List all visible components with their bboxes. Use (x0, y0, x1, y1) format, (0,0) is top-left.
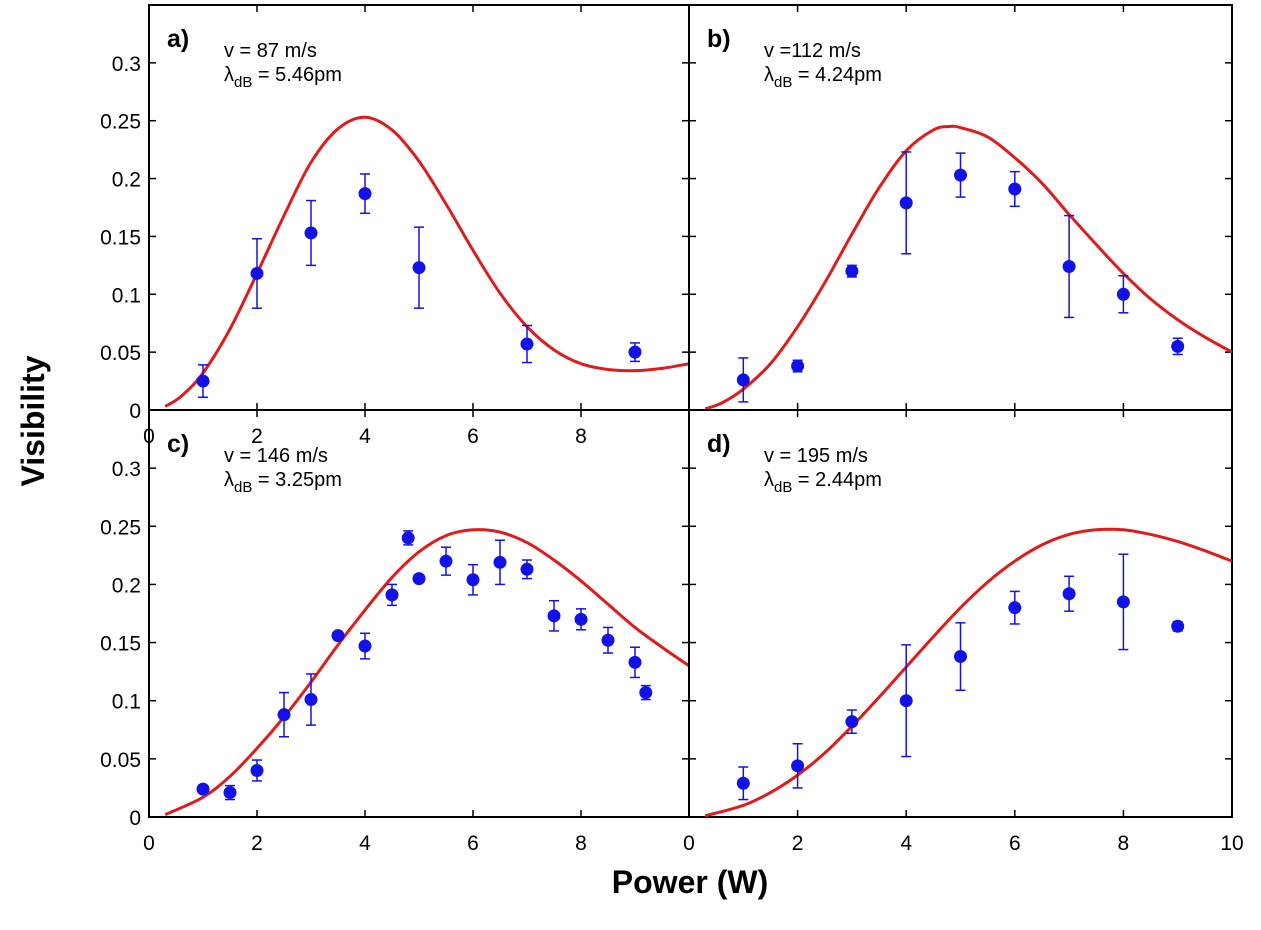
panel-c-y-tick-label: 0 (129, 807, 141, 830)
panel-c-data-point (331, 629, 345, 643)
panel-c-x-tick-label: 6 (467, 832, 479, 855)
panel-c-x-tick-label: 4 (359, 832, 371, 855)
panel-c-fit-curve (164, 528, 690, 817)
panel-d-data-point (1116, 595, 1130, 609)
panel-a-y-tick-label: 0.05 (100, 342, 141, 365)
panel-d-fit-curve (704, 527, 1233, 818)
panel-c-data-point (547, 609, 561, 623)
panel-c-label: c) (167, 430, 189, 458)
panel-d-data-point (1008, 601, 1022, 615)
panel-a-data-point (358, 187, 372, 201)
panel-d-x-tick-label: 10 (1220, 832, 1243, 855)
panel-c-y-tick-label: 0.2 (112, 574, 141, 597)
panel-b-wavelength: λdB = 4.24pm (764, 64, 882, 91)
panel-d-data-point (791, 759, 805, 773)
panel-c-data-point (250, 763, 264, 777)
panel-d-data-point (954, 650, 967, 664)
panel-a-data-point (520, 337, 534, 351)
panel-d-x-tick-label: 2 (792, 832, 804, 855)
panel-c-data-point (439, 554, 453, 568)
panel-c-y-tick-label: 0.15 (100, 633, 141, 656)
panel-c-y-tick-label: 0.05 (100, 749, 141, 772)
panel-c-data-point (304, 693, 318, 707)
panel-d-wavelength: λdB = 2.44pm (764, 469, 882, 496)
panel-a-fit-curve (164, 115, 690, 408)
panel-b-data-point (736, 373, 750, 387)
panel-a-y-tick-label: 0.2 (112, 169, 141, 192)
panel-c-data-point (223, 786, 237, 800)
panel-d-data-point (736, 776, 750, 790)
panel-d-label: d) (707, 430, 731, 458)
panel-a-velocity: v = 87 m/s (224, 40, 317, 62)
panel-d-velocity: v = 195 m/s (764, 445, 868, 467)
panel-b-data-point (1062, 260, 1076, 274)
panel-b-data-point (1171, 339, 1185, 353)
panel-c-data-point (493, 555, 507, 569)
panel-d-data-point (845, 715, 859, 729)
panel-b-data-point (1008, 182, 1022, 196)
panel-a-x-tick-label: 6 (467, 425, 479, 448)
panel-b-velocity: v =112 m/s (764, 40, 861, 62)
panel-c-data-point (574, 612, 588, 626)
panel-d-frame (688, 409, 1233, 818)
panel-a-y-tick-label: 0 (129, 400, 141, 423)
panel-a-y-tick-label: 0.3 (112, 53, 141, 76)
panel-a-x-tick-label: 2 (251, 425, 263, 448)
panel-c-x-tick-label: 2 (251, 832, 263, 855)
panel-a-x-tick-label: 4 (359, 425, 371, 448)
panel-c-velocity: v = 146 m/s (224, 445, 328, 467)
panel-a-y-tick-label: 0.15 (100, 226, 141, 249)
panel-d-x-tick-label: 8 (1118, 832, 1130, 855)
panel-a-y-tick-label: 0.25 (100, 111, 141, 134)
panel-c-data-point (601, 633, 615, 647)
panel-c-y-tick-label: 0.3 (112, 458, 141, 481)
panel-c-data-point (412, 572, 426, 586)
panel-c-data-point (466, 573, 480, 587)
panel-c-data-point (277, 708, 291, 722)
panel-d-x-tick-label: 0 (683, 832, 695, 855)
panel-b-data-point (954, 168, 967, 182)
panel-a-data-point (250, 266, 264, 280)
panel-a-data-point (196, 374, 210, 388)
panel-a-x-tick-label: 8 (575, 425, 587, 448)
panel-c-data-point (520, 562, 534, 576)
panel-b-data-point (791, 359, 805, 373)
panel-b-fit-curve (704, 124, 1233, 411)
panel-a-label: a) (167, 25, 189, 53)
panel-c-data-point (196, 782, 210, 796)
panel-d-data-point (1062, 587, 1076, 601)
panels-group: 0 2 4 6 800.050.10.150.20.250.3a) v = 87 m/sλ… (100, 4, 1244, 855)
panel-d-data-point (899, 694, 913, 708)
panel-b-label: b) (707, 25, 731, 53)
panel-c-data-point (385, 588, 399, 602)
panel-c-y-tick-label: 0.1 (112, 691, 141, 714)
panel-c-data-point (639, 686, 653, 700)
panel-c-wavelength: λdB = 3.25pm (224, 469, 342, 496)
panel-a-y-tick-label: 0.1 (112, 284, 141, 307)
panel-c-x-tick-label: 8 (575, 832, 587, 855)
panel-c-data-point (358, 639, 372, 653)
panel-b-data-point (845, 264, 859, 278)
panel-b-data-point (899, 196, 913, 210)
y-axis-title: Visibility (15, 355, 51, 486)
panel-b-data-point (1116, 287, 1130, 301)
panel-a-data-point (412, 261, 426, 275)
panel-c-data-point (401, 531, 415, 545)
panel-a-data-point (304, 226, 318, 240)
panel-a: 0 2 4 6 800.050.10.150.20.250.3a) v = 87 m/sλ… (100, 4, 690, 448)
panel-c-x-tick-label: 0 (143, 832, 155, 855)
panel-c-y-tick-label: 0.25 (100, 516, 141, 539)
panel-c: 0 2 4 6 8 0 0.05 0.1 0.15 0.2 0.25 0.3 c) v = 146 m/s… (100, 409, 690, 855)
panel-a-wavelength: λdB = 5.46pm (224, 64, 342, 91)
panel-c-data-point (628, 655, 642, 669)
panel-d-x-tick-label: 6 (1009, 832, 1021, 855)
panel-d-data-point (1171, 619, 1185, 633)
panel-d-x-tick-label: 4 (900, 832, 912, 855)
x-axis-title: Power (W) (612, 864, 768, 900)
panel-a-data-point (628, 345, 642, 359)
